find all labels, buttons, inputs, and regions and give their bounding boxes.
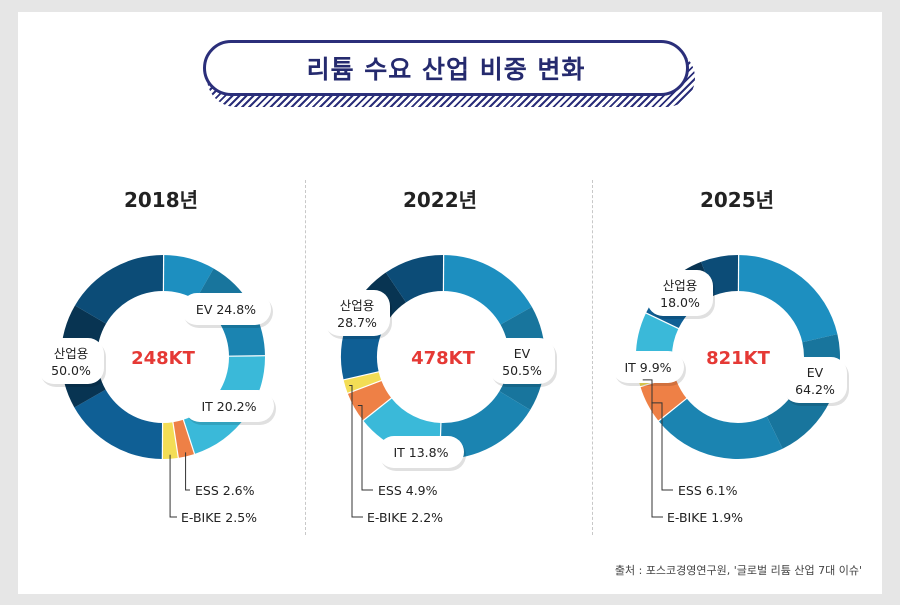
slice-ebike: [162, 422, 179, 459]
callout-industrial-text: 18.0%: [660, 295, 700, 310]
slice-industrial: [74, 255, 164, 324]
callout-it-bubble: [184, 390, 274, 422]
slice-separator: [172, 421, 180, 459]
label-ess: ESS 4.9%: [378, 483, 438, 498]
column-divider: [592, 180, 593, 535]
callout-ev-text: EV 24.8%: [196, 302, 256, 317]
slice-separator: [342, 370, 380, 381]
leader-ebike: [642, 379, 663, 518]
slice-separator: [644, 312, 680, 330]
callout-industrial-bubble: [38, 338, 104, 384]
callout-ev-text: 50.5%: [502, 363, 542, 378]
slice-ess: [172, 419, 195, 458]
callout-industrial-bubble: [324, 290, 390, 336]
slice-industrial: [385, 255, 444, 303]
source-note: 출처 : 포스코경영연구원, '글로벌 리튬 산업 7대 이슈': [614, 564, 862, 577]
leader-ess: [185, 452, 190, 491]
page-title: 리튬 수요 산업 비중 변화: [306, 55, 586, 84]
slice-ev: [658, 398, 783, 459]
center-total: 248KT: [131, 348, 196, 369]
slice-separator: [362, 397, 393, 422]
label-ebike: E-BIKE 2.2%: [367, 510, 443, 525]
callout-ev-text: 64.2%: [795, 382, 835, 397]
label-ebike: E-BIKE 2.5%: [181, 510, 257, 525]
label-ess: ESS 6.1%: [678, 483, 738, 498]
center-total: 478KT: [411, 348, 476, 369]
callout-ev-bubble: [489, 338, 555, 384]
year-label-2025: 2025년: [699, 188, 775, 212]
slice-ev: [738, 255, 838, 343]
callout-ev-text: EV: [807, 365, 824, 380]
callout-ev-bubble: [181, 293, 271, 325]
infographic-card: [18, 12, 882, 594]
slice-ess: [347, 380, 392, 421]
center-total: 821KT: [706, 348, 771, 369]
year-label-2018: 2018년: [123, 188, 199, 212]
slice-industrial: [74, 389, 163, 459]
leader-ebike: [349, 385, 363, 518]
leader-ebike: [169, 454, 177, 518]
callout-industrial-text: 28.7%: [337, 315, 377, 330]
callout-it-bubble: [612, 351, 684, 383]
callout-ev-text: EV: [514, 346, 531, 361]
column-divider: [305, 180, 306, 535]
slice-ev: [439, 391, 531, 460]
leader-ess: [651, 402, 673, 491]
slice-separator: [182, 418, 196, 456]
label-ebike: E-BIKE 1.9%: [667, 510, 743, 525]
callout-ev-bubble: [783, 357, 847, 403]
callout-it-text: IT 9.9%: [624, 360, 671, 375]
callout-industrial-text: 산업용: [54, 346, 89, 361]
label-ess: ESS 2.6%: [195, 483, 255, 498]
leader-ess: [357, 405, 373, 491]
slice-ev: [163, 255, 214, 300]
year-label-2022: 2022년: [402, 188, 478, 212]
callout-it-text: IT 13.8%: [393, 445, 448, 460]
callout-industrial-text: 50.0%: [51, 363, 91, 378]
callout-industrial-bubble: [647, 270, 713, 316]
slice-separator: [346, 379, 383, 395]
callout-industrial-text: 산업용: [340, 298, 375, 313]
callout-it-bubble: [378, 436, 464, 468]
slice-separator: [657, 397, 688, 423]
title-pill: 리튬 수요 산업 비중 변화: [203, 40, 689, 96]
slice-ebike: [343, 371, 382, 394]
callout-it-text: IT 20.2%: [201, 399, 256, 414]
title-banner: 리튬 수요 산업 비중 변화: [203, 40, 697, 110]
callout-industrial-text: 산업용: [663, 278, 698, 293]
slice-ev: [443, 255, 532, 325]
